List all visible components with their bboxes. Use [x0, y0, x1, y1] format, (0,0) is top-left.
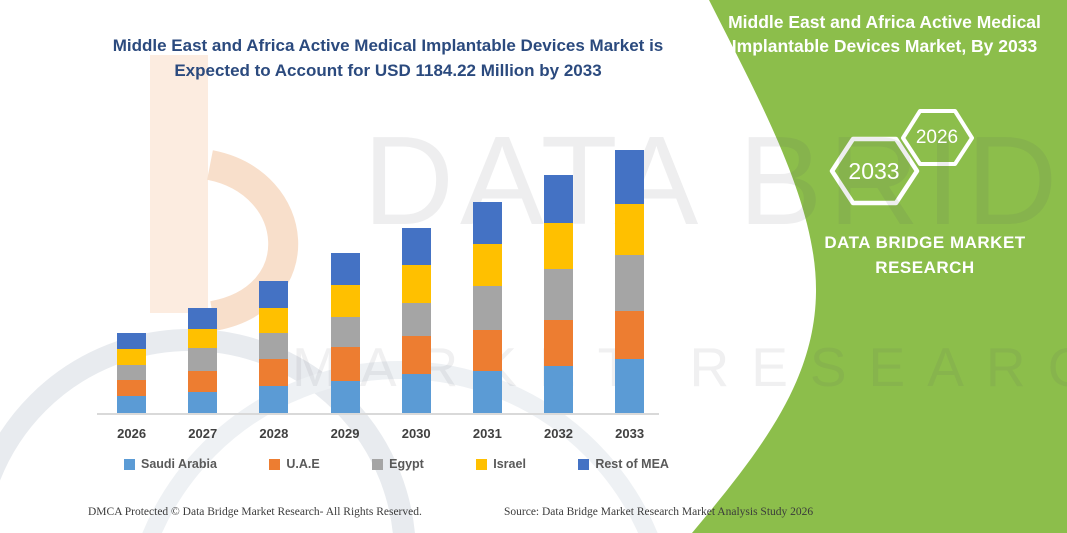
x-axis-label-2027: 2027 [188, 426, 218, 441]
legend-label-rest-of-mea: Rest of MEA [595, 457, 669, 471]
bar-segment-israel-2032 [544, 222, 573, 270]
legend-swatch-israel [476, 458, 488, 470]
legend-item-israel: Israel [476, 457, 526, 471]
stacked-bar-2032 [544, 175, 573, 414]
bar-segment-saudi-arabia-2032 [544, 366, 573, 414]
x-axis-line [97, 413, 659, 415]
legend-label-egypt: Egypt [389, 457, 424, 471]
legend-item-egypt: Egypt [372, 457, 424, 471]
bar-segment-u-a-e-2030 [401, 336, 431, 374]
bar-segment-rest-of-mea-2028 [259, 281, 289, 309]
bar-segment-rest-of-mea-2026 [117, 332, 147, 350]
legend-swatch-u-a-e [269, 458, 281, 470]
stacked-bar-2033 [615, 150, 645, 414]
bar-segment-egypt-2031 [472, 286, 502, 330]
stacked-bar-2030 [401, 228, 431, 414]
x-axis-label-2031: 2031 [472, 426, 502, 441]
bar-segment-saudi-arabia-2027 [188, 392, 218, 414]
legend-label-israel: Israel [493, 457, 526, 471]
stacked-bar-2026 [117, 332, 147, 414]
bar-segment-egypt-2028 [259, 333, 289, 359]
bar-segment-saudi-arabia-2026 [117, 396, 147, 414]
bar-segment-u-a-e-2026 [117, 379, 147, 397]
green-side-panel [692, 0, 1067, 533]
bar-segment-israel-2027 [188, 328, 218, 349]
bar-segment-u-a-e-2032 [544, 319, 573, 367]
bar-segment-israel-2026 [117, 349, 147, 365]
bar-segment-egypt-2033 [615, 255, 645, 311]
bar-segment-u-a-e-2031 [472, 329, 502, 371]
bar-segment-rest-of-mea-2033 [615, 150, 645, 204]
bar-segment-egypt-2027 [188, 348, 218, 372]
bar-segment-saudi-arabia-2033 [615, 358, 645, 414]
legend-label-u-a-e: U.A.E [286, 457, 320, 471]
footer-source-text: Source: Data Bridge Market Research Mark… [504, 506, 814, 518]
chart-legend: Saudi Arabia U.A.E Egypt Israel Rest of MEA [124, 457, 669, 471]
legend-item-saudi-arabia: Saudi Arabia [124, 457, 217, 471]
x-axis-label-2033: 2033 [615, 426, 645, 441]
bar-segment-egypt-2029 [330, 316, 360, 347]
bar-segment-israel-2030 [401, 265, 431, 303]
bar-segment-u-a-e-2029 [330, 346, 360, 381]
x-axis-label-2028: 2028 [259, 426, 289, 441]
stacked-bar-2027 [188, 308, 218, 414]
stacked-bar-2029 [330, 253, 360, 414]
bar-segment-israel-2029 [330, 285, 360, 317]
bar-segment-rest-of-mea-2029 [330, 253, 360, 286]
bar-segment-egypt-2026 [117, 364, 147, 380]
hexagon-2033 [829, 136, 920, 206]
x-axis-label-2026: 2026 [117, 426, 147, 441]
bar-segment-israel-2031 [472, 244, 502, 286]
bar-segment-israel-2033 [615, 203, 645, 256]
bar-segment-saudi-arabia-2030 [401, 373, 431, 414]
bar-segment-saudi-arabia-2029 [330, 380, 360, 414]
x-axis-label-2029: 2029 [330, 426, 360, 441]
bar-segment-egypt-2030 [401, 302, 431, 337]
stacked-bar-2028 [259, 281, 289, 414]
hexagon-2033-label: 2033 [848, 158, 900, 184]
legend-swatch-rest-of-mea [578, 458, 590, 470]
legend-item-rest-of-mea: Rest of MEA [578, 457, 669, 471]
side-panel-title: Middle East and Africa Active Medical Im… [728, 12, 1041, 56]
bar-segment-rest-of-mea-2027 [188, 308, 218, 329]
bar-segment-saudi-arabia-2028 [259, 385, 289, 414]
bar-segment-israel-2028 [259, 308, 289, 334]
brand-name: DATA BRIDGE MARKET RESEARCH [824, 233, 1026, 277]
stacked-bar-2031 [472, 201, 502, 414]
bar-segment-saudi-arabia-2031 [472, 370, 502, 414]
bar-segment-u-a-e-2027 [188, 371, 218, 393]
footer-dmca-text: DMCA Protected © Data Bridge Market Rese… [88, 506, 422, 518]
bar-segment-u-a-e-2028 [259, 358, 289, 386]
bar-segment-rest-of-mea-2031 [472, 201, 502, 245]
bar-segment-rest-of-mea-2030 [401, 228, 431, 266]
hexagon-2026 [901, 109, 974, 166]
chart-title: Middle East and Africa Active Medical Im… [112, 36, 664, 80]
x-axis-label-2032: 2032 [544, 426, 573, 441]
bar-segment-u-a-e-2033 [615, 310, 645, 359]
legend-label-saudi-arabia: Saudi Arabia [141, 457, 217, 471]
legend-item-u-a-e: U.A.E [269, 457, 320, 471]
x-axis-label-2030: 2030 [401, 426, 431, 441]
bar-segment-rest-of-mea-2032 [544, 175, 573, 223]
legend-swatch-saudi-arabia [124, 458, 135, 470]
bar-segment-egypt-2032 [544, 269, 573, 320]
legend-swatch-egypt [372, 458, 384, 470]
hexagon-2026-label: 2026 [915, 127, 959, 148]
